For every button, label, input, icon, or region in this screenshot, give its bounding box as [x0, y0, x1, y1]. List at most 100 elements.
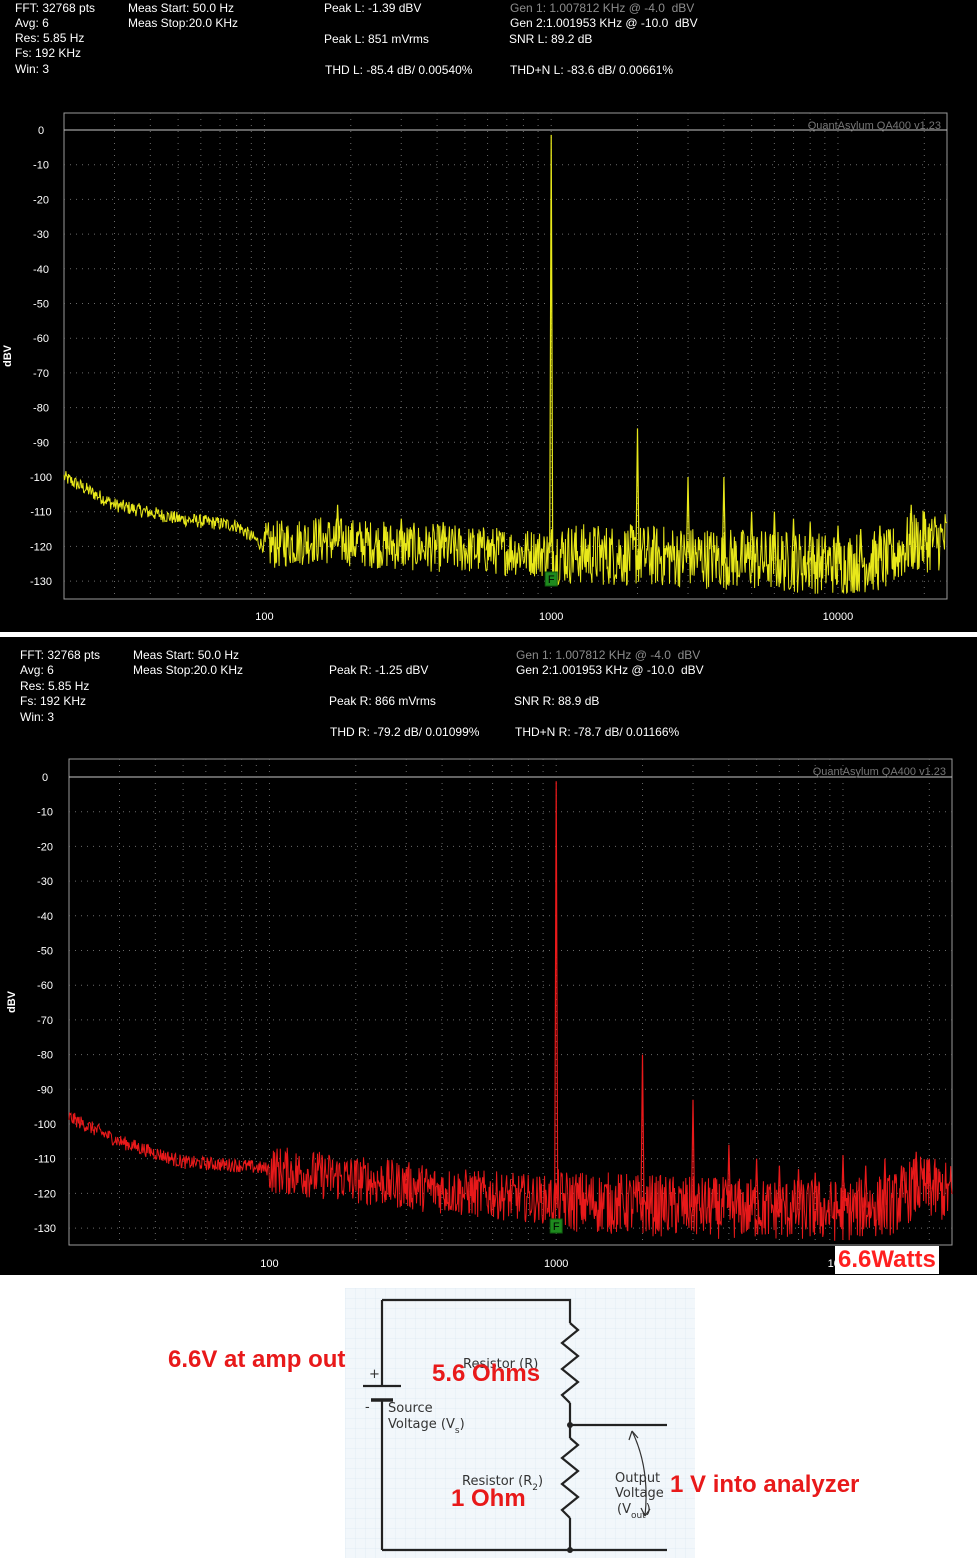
source-sub: s — [455, 1426, 460, 1436]
snr: SNR L: 89.2 dB — [509, 32, 593, 46]
y-tick-label: -30 — [33, 229, 49, 241]
spectrum-peak — [685, 476, 691, 557]
close-paren: ) — [460, 1417, 465, 1432]
gen1: Gen 1: 1.007812 KHz @ -4.0 dBV — [516, 648, 701, 662]
y-tick-label: -80 — [37, 1050, 53, 1062]
close-paren: ) — [646, 1502, 651, 1517]
y-tick-label: -130 — [30, 576, 52, 588]
fundamental-marker[interactable] — [544, 571, 558, 587]
spectrum-peak — [858, 528, 863, 563]
spectrum-peak — [335, 504, 340, 542]
y-tick-label: -100 — [30, 472, 52, 484]
source-label-1: Source — [388, 1401, 433, 1416]
y-tick-label: -30 — [37, 876, 53, 888]
amp-out-callout: 6.6V at amp out — [168, 1346, 346, 1373]
y-tick-label: -130 — [34, 1223, 56, 1235]
spectrum-peak — [721, 476, 726, 559]
spectrum-noise-trace — [68, 1111, 953, 1241]
y-tick-label: -50 — [33, 299, 49, 311]
output-sub: out — [631, 1511, 646, 1521]
peak-vrms: Peak R: 866 mVrms — [329, 694, 436, 708]
y-tick-label: -90 — [37, 1084, 53, 1096]
spectrum-peak — [922, 511, 927, 542]
y-tick-label: -100 — [34, 1119, 56, 1131]
r2-label: Resistor (R2) — [462, 1474, 543, 1493]
spectrum-peak — [808, 522, 813, 563]
y-tick-label: -10 — [33, 160, 49, 172]
spectrum-peak — [554, 781, 559, 1201]
output-label-3-text: (V — [617, 1502, 631, 1517]
spectrum-peak — [399, 518, 404, 547]
arrow-head-icon — [628, 1430, 639, 1441]
peak-dbv: Peak L: -1.39 dBV — [324, 1, 422, 15]
spectrum-peak — [777, 1165, 782, 1210]
close-paren: ) — [538, 1474, 543, 1489]
minus-sign: - — [365, 1400, 370, 1415]
spectrum-peak — [899, 1165, 904, 1198]
meas-stop: Meas Stop:20.0 KHz — [128, 16, 239, 30]
y-tick-label: -40 — [33, 264, 49, 276]
spectrum-peak — [882, 1158, 887, 1206]
spectrum-peak — [549, 134, 554, 554]
watermark: QuantAsylum QA400 v1.23 — [808, 120, 941, 132]
thd: THD R: -79.2 dB/ 0.01099% — [330, 725, 480, 739]
resolution: Res: 5.85 Hz — [15, 31, 85, 45]
output-label-1: Output — [615, 1471, 660, 1486]
source-label-2: Voltage (Vs) — [388, 1417, 465, 1436]
fundamental-marker[interactable] — [549, 1218, 563, 1234]
output-arrow — [631, 1430, 647, 1517]
fft-panel-left: FFT: 32768 pts Avg: 6 Res: 5.85 Hz Fs: 1… — [0, 0, 977, 632]
plus-sign: + — [369, 1367, 380, 1382]
spectrum-peak — [796, 1169, 801, 1210]
thd: THD L: -85.4 dB/ 0.00540% — [325, 63, 473, 77]
analyzer-callout: 1 V into analyzer — [670, 1471, 860, 1498]
y-tick-label: -60 — [33, 333, 49, 345]
y-tick-label: -90 — [33, 437, 49, 449]
y-tick-label: 0 — [42, 772, 48, 784]
r2-label-text: Resistor (R — [462, 1474, 532, 1489]
spectrum-peak — [690, 1099, 696, 1208]
meas-start: Meas Start: 50.0 Hz — [133, 648, 240, 662]
fundamental-marker-label: F — [553, 1221, 560, 1233]
spectrum-peak — [914, 1151, 919, 1187]
y-tick-label: -50 — [37, 946, 53, 958]
spectrum-noise-trace — [63, 471, 948, 595]
sample-rate: Fs: 192 KHz — [20, 694, 87, 708]
gen2: Gen 2:1.001953 KHz @ -10.0 dBV — [516, 663, 704, 677]
thd-n: THD+N L: -83.6 dB/ 0.00661% — [510, 63, 674, 77]
fft-size: FFT: 32768 pts — [15, 1, 96, 15]
spectrum-peak — [840, 1155, 846, 1211]
peak-dbv: Peak R: -1.25 dBV — [329, 663, 429, 677]
y-axis-label: dBV — [2, 344, 14, 367]
x-tick-label: 1000 — [544, 1258, 568, 1270]
fft-panel-right: FFT: 32768 pts Avg: 6 Res: 5.85 Hz Fs: 1… — [0, 637, 977, 1275]
spectrum-peak — [485, 539, 490, 551]
arrow-head-icon — [640, 1507, 651, 1517]
spectrum-peak — [835, 525, 841, 564]
y-tick-label: -110 — [30, 507, 51, 519]
spectrum-peak — [877, 525, 882, 561]
y-tick-label: -20 — [37, 841, 53, 853]
r2-sub: 2 — [532, 1483, 538, 1493]
spectrum-peak — [640, 1054, 645, 1205]
x-tick-label: 1000 — [539, 611, 563, 623]
fundamental-marker-label: F — [548, 574, 555, 586]
junction-dot — [567, 1422, 573, 1428]
spectrum-peak — [927, 1158, 932, 1190]
spectrum-peak — [635, 428, 640, 556]
avg: Avg: 6 — [15, 16, 49, 30]
y-tick-label: -20 — [33, 194, 49, 206]
snr: SNR R: 88.9 dB — [514, 694, 600, 708]
output-label-2: Voltage — [615, 1486, 664, 1501]
fft-plot-left: 0 -10 -20 -30 -40 -50 -60 -70 -80 -90 -100 -110 -120… — [2, 112, 948, 623]
x-tick-label: 100 — [260, 1258, 278, 1270]
y-tick-label: -80 — [33, 403, 49, 415]
window: Win: 3 — [15, 62, 50, 76]
y-tick-label: -110 — [34, 1154, 55, 1166]
spectrum-peak — [754, 1158, 759, 1209]
output-label-3: (Vout) — [617, 1502, 651, 1521]
thd-n: THD+N R: -78.7 dB/ 0.01166% — [515, 725, 680, 739]
watts-label: 6.6Watts — [835, 1246, 939, 1274]
r1-label: Resistor (R) — [463, 1357, 538, 1372]
y-tick-label: -10 — [37, 807, 53, 819]
